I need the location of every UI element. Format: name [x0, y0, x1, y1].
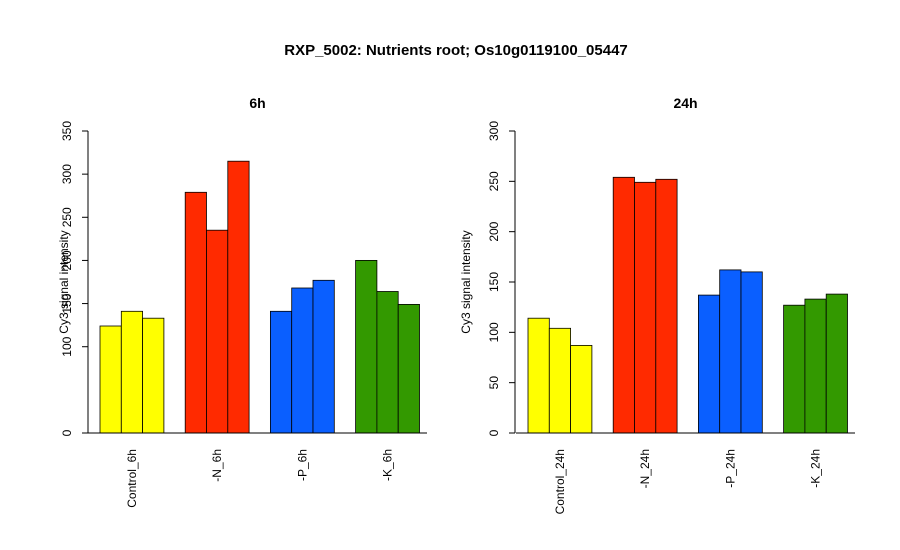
y-tick-label: 250 — [487, 171, 501, 191]
bar-Control_24h-1 — [527, 317, 550, 434]
x-tick-label: -N_6h — [210, 449, 224, 482]
bar--N_6h-3 — [227, 160, 250, 434]
bar--K_6h-3 — [397, 303, 420, 434]
x-tick-label: -K_6h — [381, 449, 395, 481]
bar--P_6h-3 — [312, 279, 335, 434]
bar--N_6h-1 — [184, 191, 207, 434]
panel-title: 24h — [673, 95, 697, 111]
bar--K_6h-2 — [376, 291, 399, 434]
y-axis-label: Cy3 signal intensity — [459, 230, 473, 333]
x-tick-label: -N_24h — [638, 449, 652, 488]
y-tick-label: 150 — [487, 272, 501, 292]
bar-Control_24h-2 — [548, 327, 571, 434]
y-tick-label: 100 — [60, 336, 74, 356]
y-tick-label: 350 — [60, 121, 74, 141]
bar--P_24h-1 — [698, 294, 721, 434]
bar--P_24h-2 — [719, 269, 742, 434]
bar--P_6h-1 — [269, 310, 293, 434]
bar--P_24h-3 — [740, 271, 763, 434]
bar--N_6h-2 — [206, 229, 229, 434]
bar-Control_24h-3 — [570, 344, 593, 434]
bar--N_24h-2 — [634, 181, 657, 434]
x-tick-label: -P_24h — [723, 449, 737, 488]
x-tick-label: -P_6h — [295, 449, 309, 481]
chart-title: RXP_5002: Nutrients root; Os10g0119100_0… — [284, 42, 628, 59]
y-axis-label: Cy3 signal intensity — [57, 230, 71, 333]
x-tick-label: -K_24h — [809, 449, 823, 488]
bar--K_6h-1 — [355, 259, 378, 434]
bar--K_24h-1 — [783, 304, 806, 434]
y-tick-label: 100 — [487, 322, 501, 342]
bar-Control_6h-3 — [142, 317, 165, 434]
x-tick-label: Control_24h — [553, 449, 567, 514]
y-tick-label: 300 — [60, 164, 74, 184]
panel-title: 6h — [249, 95, 265, 111]
bar--N_24h-1 — [612, 176, 635, 434]
y-tick-label: 200 — [487, 221, 501, 241]
y-tick-label: 200 — [60, 250, 74, 270]
y-tick-label: 150 — [60, 293, 74, 313]
bar--P_6h-2 — [291, 287, 314, 434]
bar-Control_6h-1 — [99, 325, 122, 434]
bar--K_24h-3 — [825, 293, 848, 434]
y-tick-label: 250 — [60, 207, 74, 227]
bar--N_24h-3 — [655, 178, 678, 434]
y-tick-label: 300 — [487, 121, 501, 141]
y-tick-label: 0 — [60, 429, 74, 436]
chart-panel-24h: 24h Control_24h -N_24h -P_24h -K_24h 0 50 100 15… — [459, 95, 855, 514]
chart-panel-6h: 6h Control_6h -N_6h -P_6h -K_6h 0 100 150 200 250… — [57, 95, 427, 508]
y-tick-label: 50 — [487, 376, 501, 390]
bar-Control_6h-2 — [120, 310, 144, 434]
y-tick-label: 0 — [487, 429, 501, 436]
bar--K_24h-2 — [804, 298, 827, 434]
x-tick-label: Control_6h — [125, 449, 139, 508]
